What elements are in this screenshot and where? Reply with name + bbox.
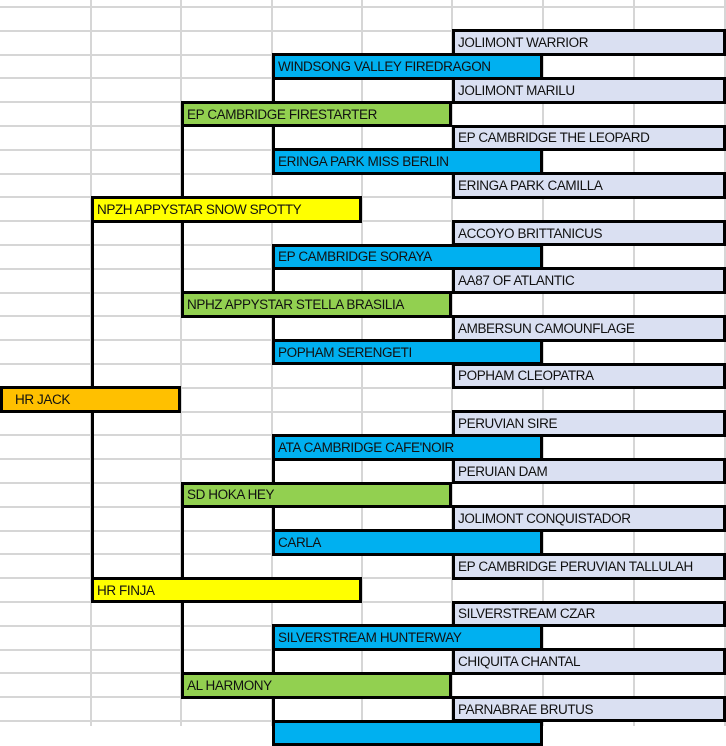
ancestor-cell-gen4[interactable]: PERUIAN DAM — [452, 458, 726, 485]
ancestor-cell-gen4[interactable]: PERUVIAN SIRE — [452, 410, 726, 437]
ancestor-cell-gen3[interactable]: WINDSONG VALLEY FIREDRAGON — [272, 53, 543, 80]
ancestor-cell-gen4[interactable]: PARNABRAE BRUTUS — [452, 696, 726, 723]
ancestor-cell-gen2[interactable]: AL HARMONY — [181, 672, 452, 699]
ancestor-cell-gen4[interactable]: AMBERSUN CAMOUNFLAGE — [452, 315, 726, 342]
ancestor-cell-gen4[interactable]: EP CAMBRIDGE PERUVIAN TALLULAH — [452, 553, 726, 580]
ancestor-cell-gen4[interactable]: CHIQUITA CHANTAL — [452, 648, 726, 675]
ancestor-cell-gen4[interactable]: JOLIMONT CONQUISTADOR — [452, 505, 726, 532]
ancestor-cell-gen1[interactable]: NPZH APPYSTAR SNOW SPOTTY — [91, 196, 362, 223]
ancestor-cell-gen3[interactable]: CARLA — [272, 529, 543, 556]
ancestor-cell-gen1[interactable]: HR FINJA — [91, 577, 362, 604]
ancestor-cell-gen4[interactable]: ERINGA PARK CAMILLA — [452, 172, 726, 199]
subject-cell[interactable]: HR JACK — [0, 386, 181, 413]
ancestor-cell-gen2[interactable]: SD HOKA HEY — [181, 482, 452, 509]
ancestor-cell-gen3[interactable]: ATA CAMBRIDGE CAFE'NOIR — [272, 434, 543, 461]
gridline-horizontal — [0, 6, 726, 8]
ancestor-cell-gen4[interactable]: SILVERSTREAM CZAR — [452, 601, 726, 628]
ancestor-cell-gen2[interactable]: NPHZ APPYSTAR STELLA BRASILIA — [181, 291, 452, 318]
ancestor-cell-gen3[interactable]: SILVERSTREAM HUNTERWAY — [272, 624, 543, 651]
ancestor-cell-gen3[interactable] — [272, 720, 543, 746]
ancestor-cell-gen4[interactable]: EP CAMBRIDGE THE LEOPARD — [452, 125, 726, 152]
ancestor-cell-gen3[interactable]: ERINGA PARK MISS BERLIN — [272, 148, 543, 175]
ancestor-cell-gen4[interactable]: AA87 OF ATLANTIC — [452, 267, 726, 294]
ancestor-cell-gen2[interactable]: EP CAMBRIDGE FIRESTARTER — [181, 101, 452, 128]
ancestor-cell-gen4[interactable]: POPHAM CLEOPATRA — [452, 363, 726, 390]
ancestor-cell-gen4[interactable]: JOLIMONT WARRIOR — [452, 29, 726, 56]
ancestor-cell-gen4[interactable]: JOLIMONT MARILU — [452, 77, 726, 104]
ancestor-cell-gen3[interactable]: POPHAM SERENGETI — [272, 339, 543, 366]
ancestor-cell-gen4[interactable]: ACCOYO BRITTANICUS — [452, 220, 726, 247]
ancestor-cell-gen3[interactable]: EP CAMBRIDGE SORAYA — [272, 244, 543, 271]
